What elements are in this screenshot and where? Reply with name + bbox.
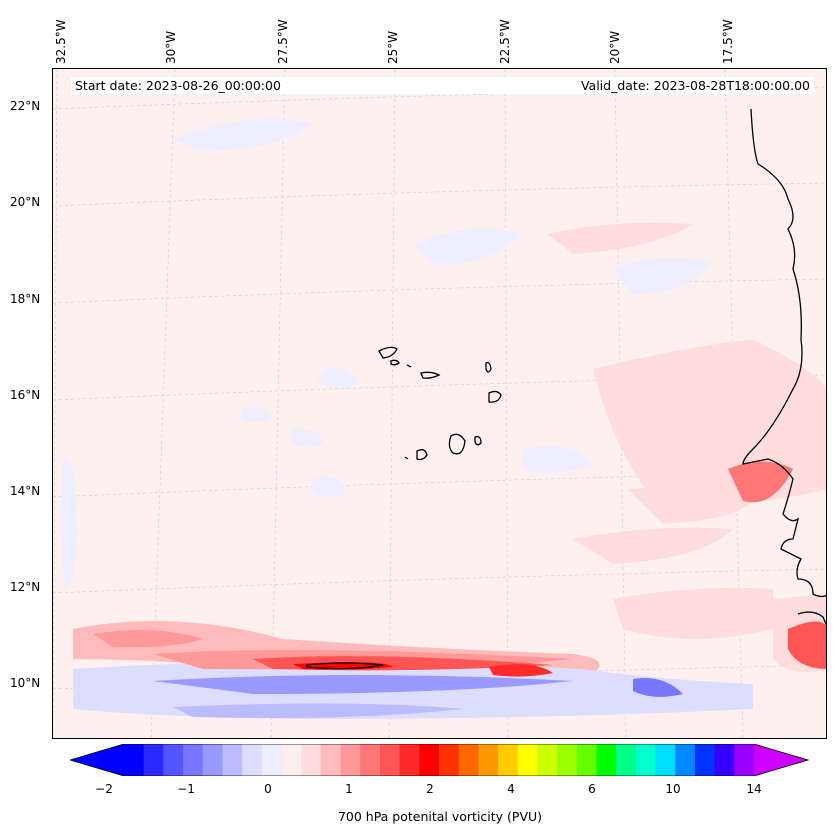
colorbar-cell xyxy=(478,744,499,776)
colorbar-tick: 6 xyxy=(588,782,596,796)
colorbar-cell xyxy=(458,744,479,776)
colorbar-cell xyxy=(360,744,381,776)
colorbar-cell xyxy=(124,744,145,776)
colorbar-cell xyxy=(242,744,263,776)
colorbar-cell xyxy=(261,744,282,776)
colorbar-tick: 2 xyxy=(426,782,434,796)
map-panel: Start date: 2023-08-26_00:00:00 Valid_da… xyxy=(52,68,827,739)
islands xyxy=(306,346,502,670)
colorbar-cell xyxy=(734,744,755,776)
colorbar-tick: 1 xyxy=(345,782,353,796)
colorbar-cell xyxy=(340,744,361,776)
colorbar-cell xyxy=(183,744,204,776)
colorbar-cell xyxy=(655,744,676,776)
pv-field xyxy=(53,69,826,738)
lon-label: 25°W xyxy=(386,30,400,64)
colorbar-cell xyxy=(635,744,657,776)
colorbar-cell xyxy=(537,744,558,776)
colorbar-cell xyxy=(439,744,460,776)
colorbar-cell xyxy=(616,744,637,776)
colorbar-cell xyxy=(379,744,401,776)
colorbar-cell xyxy=(222,744,243,776)
start-date-label: Start date: 2023-08-26_00:00:00 xyxy=(71,77,503,94)
colorbar-cell xyxy=(320,744,342,776)
colorbar-cell xyxy=(163,744,184,776)
colorbar xyxy=(70,744,810,776)
lon-label: 20°W xyxy=(608,30,622,64)
negative-pv-patches xyxy=(61,119,713,589)
colorbar-cell xyxy=(557,744,578,776)
lat-label: 22°N xyxy=(10,99,41,113)
colorbar-tick: 10 xyxy=(665,782,681,796)
lon-label: 22.5°W xyxy=(498,19,512,64)
pv-band xyxy=(73,461,826,719)
colorbar-tick: 4 xyxy=(507,782,515,796)
lon-label: 30°W xyxy=(164,30,178,64)
colorbar-cell xyxy=(399,744,420,776)
colorbar-cell xyxy=(498,744,519,776)
colorbar-title: 700 hPa potenital vorticity (PVU) xyxy=(337,809,543,824)
colorbar-cell xyxy=(143,744,164,776)
colorbar-tick: 0 xyxy=(264,782,272,796)
colorbar-cell xyxy=(419,744,440,776)
lat-label: 10°N xyxy=(10,676,41,690)
colorbar-cell xyxy=(714,744,735,776)
colorbar-cell xyxy=(576,744,597,776)
positive-pv-patches xyxy=(548,222,826,673)
lon-label: 32.5°W xyxy=(54,19,68,64)
colorbar-cell xyxy=(281,744,302,776)
colorbar-cell xyxy=(675,744,696,776)
colorbar-cell xyxy=(202,744,223,776)
lat-label: 12°N xyxy=(10,580,41,594)
colorbar-tick: 14 xyxy=(746,782,762,796)
colorbar-under-arrow xyxy=(70,744,124,776)
lon-label: 17.5°W xyxy=(721,19,735,64)
colorbar-tick: −2 xyxy=(95,782,113,796)
lat-label: 16°N xyxy=(10,388,41,402)
colorbar-over-arrow xyxy=(754,744,808,776)
colorbar-cell xyxy=(517,744,538,776)
lat-label: 18°N xyxy=(10,292,41,306)
coastline xyxy=(742,108,826,626)
colorbar-cell xyxy=(301,744,322,776)
valid-date-label: Valid_date: 2023-08-28T18:00:00.00 xyxy=(503,77,814,94)
colorbar-tick: −1 xyxy=(177,782,195,796)
colorbar-cell xyxy=(694,744,716,776)
colorbar-cell xyxy=(596,744,617,776)
lon-label: 27.5°W xyxy=(276,19,290,64)
lat-label: 20°N xyxy=(10,195,41,209)
lat-label: 14°N xyxy=(10,484,41,498)
